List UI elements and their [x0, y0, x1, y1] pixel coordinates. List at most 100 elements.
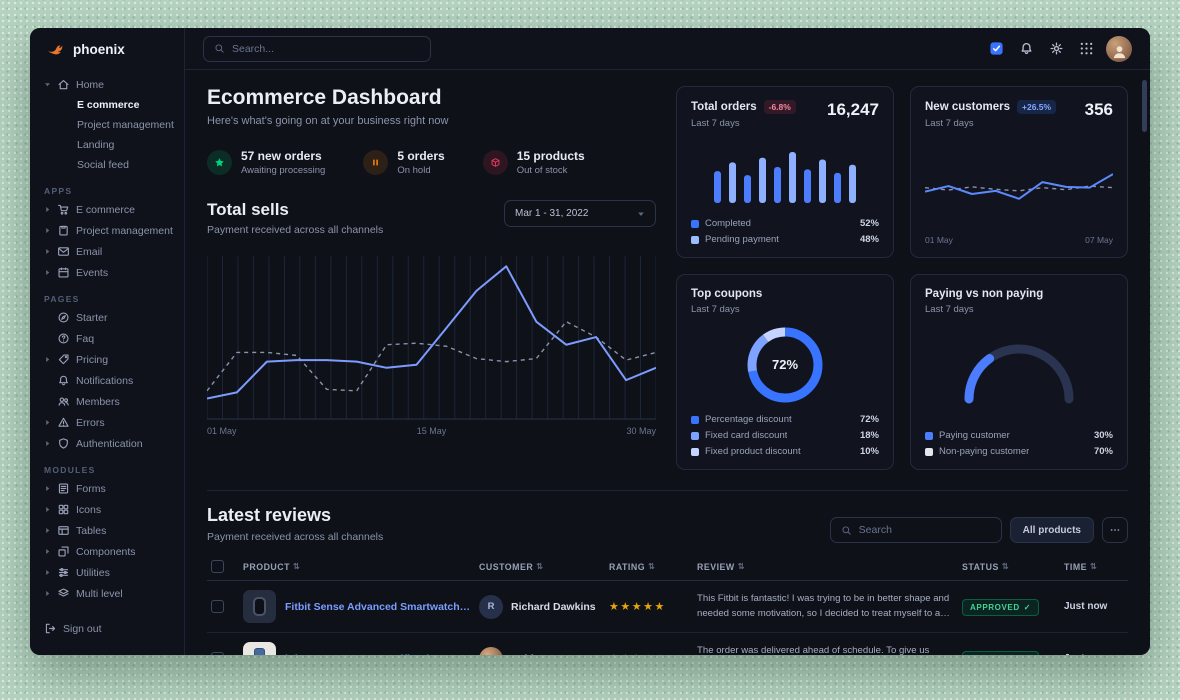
- latest-reviews-section: Latest reviews Payment received across a…: [207, 490, 1128, 655]
- product-link[interactable]: Fitbit Sense Advanced Smartwatch with To…: [285, 600, 471, 613]
- sidebar-item-components[interactable]: Components: [30, 541, 184, 562]
- sidebar-item-faq[interactable]: Faq: [30, 328, 184, 349]
- sidebar-item-label: Social feed: [77, 159, 129, 171]
- table-row: Fitbit Sense Advanced Smartwatch with To…: [207, 581, 1128, 633]
- caret-down-icon: [44, 81, 51, 88]
- sidebar-item-errors[interactable]: Errors: [30, 412, 184, 433]
- star-icon: ★: [620, 601, 632, 613]
- sidebar-item-members[interactable]: Members: [30, 391, 184, 412]
- status-cell: APPROVED✓: [962, 597, 1056, 616]
- row-checkbox[interactable]: [211, 652, 224, 655]
- sidebar-item-label: Pricing: [76, 353, 109, 366]
- sidebar-item-e-commerce[interactable]: E commerce: [30, 199, 184, 220]
- sidebar-item-e-commerce[interactable]: E commerce: [30, 95, 184, 115]
- select-all-checkbox[interactable]: [211, 560, 224, 573]
- legend-swatch: [925, 431, 933, 440]
- sidebar-item-social-feed[interactable]: Social feed: [30, 155, 184, 175]
- sidebar-item-label: Tables: [76, 524, 107, 537]
- star-icon: ★: [609, 653, 620, 655]
- search-input[interactable]: [232, 42, 420, 55]
- sidebar-item-authentication[interactable]: Authentication: [30, 433, 184, 454]
- sidebar-item-label: Faq: [76, 332, 95, 345]
- product-link[interactable]: iPhone 13 pro max-Pacific Blue-128GB sto…: [285, 653, 471, 656]
- column-label: CUSTOMER: [479, 561, 534, 572]
- signout-button[interactable]: Sign out: [30, 618, 184, 639]
- review-time: Just now: [1064, 601, 1108, 612]
- stat-item: 57 new orders Awaiting processing: [207, 149, 325, 176]
- column-header-status[interactable]: STATUS ⇅: [962, 562, 1056, 572]
- user-avatar[interactable]: [1106, 35, 1132, 62]
- x-axis-label: 30 May: [626, 426, 656, 436]
- top-coupons-title: Top coupons: [691, 288, 763, 300]
- reviews-search-input[interactable]: [858, 524, 991, 536]
- pause-icon: [363, 150, 389, 175]
- paying-period: Last 7 days: [925, 304, 974, 315]
- home-icon: [57, 78, 70, 91]
- new-customers-value: 356: [1084, 100, 1113, 119]
- total-sells-x-axis: 01 May 15 May 30 May: [207, 426, 656, 436]
- caret-spacer: [44, 377, 51, 384]
- sidebar-item-pricing[interactable]: Pricing: [30, 349, 184, 370]
- search-box[interactable]: [203, 35, 431, 62]
- sidebar-item-notifications[interactable]: Notifications: [30, 370, 184, 391]
- nav-section-label: APPS: [44, 186, 73, 196]
- check-square-icon[interactable]: [989, 41, 1004, 56]
- clipboard-icon: [57, 224, 70, 237]
- caret-right-icon: [44, 419, 51, 426]
- column-label: REVIEW: [697, 561, 735, 572]
- star-icon: ★: [632, 653, 643, 655]
- sidebar-item-label: Starter: [76, 311, 108, 324]
- sidebar-item-utilities[interactable]: Utilities: [30, 562, 184, 583]
- scrollbar-thumb[interactable]: [1142, 80, 1147, 132]
- tag-icon: [57, 353, 70, 366]
- brand-logo[interactable]: phoenix: [30, 28, 184, 70]
- column-header-time[interactable]: TIME ⇅: [1064, 562, 1124, 572]
- sidebar-item-email[interactable]: Email: [30, 241, 184, 262]
- status-cell: APPROVED✓: [962, 649, 1056, 655]
- table-row: iPhone 13 pro max-Pacific Blue-128GB sto…: [207, 633, 1128, 655]
- sidebar-item-label: Icons: [76, 503, 102, 516]
- column-header-review[interactable]: REVIEW ⇅: [697, 562, 954, 572]
- gear-icon[interactable]: [1049, 41, 1064, 56]
- sidebar-item-label: Authentication: [76, 437, 143, 450]
- sidebar-item-forms[interactable]: Forms: [30, 478, 184, 499]
- column-header-product[interactable]: PRODUCT ⇅: [243, 562, 471, 572]
- more-button[interactable]: [1102, 517, 1128, 543]
- row-checkbox[interactable]: [211, 600, 224, 613]
- table-icon: [57, 524, 70, 537]
- star-icon: ★: [643, 601, 655, 613]
- sidebar-item-landing[interactable]: Landing: [30, 135, 184, 155]
- sidebar-item-multi-level[interactable]: Multi level: [30, 583, 184, 604]
- sidebar-item-home[interactable]: Home: [30, 74, 184, 95]
- column-header-customer[interactable]: CUSTOMER ⇅: [479, 562, 601, 572]
- sidebar-item-tables[interactable]: Tables: [30, 520, 184, 541]
- legend-swatch: [691, 415, 699, 424]
- top-coupons-legend: Percentage discount 72% Fixed card discoun…: [691, 414, 879, 457]
- reviews-search-box[interactable]: [829, 517, 1002, 543]
- table-header: PRODUCT ⇅ CUSTOMER ⇅ RATING ⇅ REVIEW ⇅ STATUS ⇅ TI…: [207, 553, 1128, 581]
- stat-caption: Awaiting processing: [241, 165, 326, 176]
- rating-stars: ★★★★★: [609, 600, 689, 613]
- sidebar-item-icons[interactable]: Icons: [30, 499, 184, 520]
- sidebar-item-events[interactable]: Events: [30, 262, 184, 283]
- sidebar-item-project-management[interactable]: Project management: [30, 115, 184, 135]
- calendar-icon: [57, 266, 70, 279]
- star-icon: [207, 150, 232, 175]
- bell-icon[interactable]: [1019, 41, 1034, 56]
- stat-value: 15 products: [516, 149, 585, 163]
- sidebar-item-project-management[interactable]: Project management: [30, 220, 184, 241]
- stat-item: 15 products Out of stock: [482, 149, 585, 176]
- stat-item: 5 orders On hold: [363, 149, 445, 176]
- caret-spacer: [44, 314, 51, 321]
- legend-label: Fixed card discount: [705, 430, 788, 441]
- sidebar-item-starter[interactable]: Starter: [30, 307, 184, 328]
- column-label: RATING: [609, 561, 646, 572]
- date-range-select[interactable]: Mar 1 - 31, 2022: [504, 200, 656, 227]
- stat-caption: On hold: [397, 165, 431, 176]
- column-header-rating[interactable]: RATING ⇅: [609, 562, 689, 572]
- legend-value: 70%: [1093, 446, 1113, 457]
- grid9-icon[interactable]: [1079, 41, 1094, 56]
- sort-icon: ⇅: [648, 562, 656, 571]
- stat-text: 15 products Out of stock: [517, 149, 585, 176]
- all-products-filter[interactable]: All products: [1009, 517, 1094, 543]
